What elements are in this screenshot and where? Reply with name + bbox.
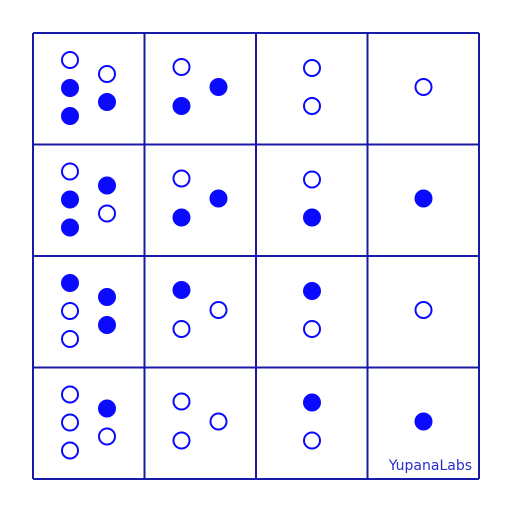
empty-counter-dot <box>172 320 191 338</box>
filled-counter-dot <box>414 412 433 431</box>
filled-counter-dot <box>98 399 116 418</box>
empty-counter-dot <box>303 59 321 77</box>
filled-counter-dot <box>98 93 116 111</box>
empty-counter-dot <box>61 330 79 348</box>
filled-counter-dot <box>303 208 321 227</box>
empty-counter-dot <box>303 97 321 115</box>
empty-counter-dot <box>303 170 321 189</box>
empty-counter-dot <box>98 204 116 223</box>
filled-counter-dot <box>61 190 79 209</box>
empty-counter-dot <box>414 78 433 96</box>
filled-counter-dot <box>98 316 116 334</box>
yupana-cell-r1-c4 <box>414 78 433 96</box>
empty-counter-dot <box>414 301 433 319</box>
yupana-cell-r4-c3 <box>303 393 321 450</box>
yupana-cell-r3-c3 <box>303 282 321 338</box>
filled-counter-dot <box>303 393 321 412</box>
brand-label: YupanaLabs <box>388 458 472 474</box>
yupana-cell-r4-c1 <box>61 385 116 460</box>
empty-counter-dot <box>98 427 116 446</box>
board-grid <box>32 32 480 480</box>
empty-counter-dot <box>172 431 191 450</box>
yupana-cell-r4-c4 <box>414 412 433 431</box>
yupana-cell-r1-c2 <box>172 58 228 115</box>
yupana-cell-r1-c1 <box>61 51 116 125</box>
filled-counter-dot <box>303 282 321 300</box>
empty-counter-dot <box>172 58 191 76</box>
filled-counter-dot <box>98 288 116 306</box>
filled-counter-dot <box>209 189 228 208</box>
empty-counter-dot <box>61 162 79 181</box>
yupana-cell-r2-c4 <box>414 189 433 208</box>
filled-counter-dot <box>98 176 116 195</box>
filled-counter-dot <box>209 78 228 96</box>
filled-counter-dot <box>61 274 79 292</box>
empty-counter-dot <box>172 392 191 411</box>
empty-counter-dot <box>98 65 116 83</box>
empty-counter-dot <box>303 320 321 338</box>
empty-counter-dot <box>61 385 79 404</box>
yupana-cell-r2-c1 <box>61 162 116 237</box>
empty-counter-dot <box>209 301 228 319</box>
empty-counter-dot <box>61 413 79 432</box>
yupana-cell-r3-c4 <box>414 301 433 319</box>
yupana-cell-r3-c1 <box>61 274 116 348</box>
filled-counter-dot <box>172 208 191 227</box>
yupana-cell-r2-c2 <box>172 169 228 227</box>
yupana-cell-r3-c2 <box>172 281 228 338</box>
yupana-cell-r1-c3 <box>303 59 321 115</box>
filled-counter-dot <box>172 281 191 299</box>
empty-counter-dot <box>61 441 79 460</box>
filled-counter-dot <box>414 189 433 208</box>
filled-counter-dot <box>172 97 191 115</box>
yupana-cell-r4-c2 <box>172 392 228 450</box>
filled-counter-dot <box>61 79 79 97</box>
empty-counter-dot <box>61 51 79 69</box>
filled-counter-dot <box>61 107 79 125</box>
empty-counter-dot <box>172 169 191 188</box>
filled-counter-dot <box>61 218 79 237</box>
empty-counter-dot <box>209 412 228 431</box>
empty-counter-dot <box>303 431 321 450</box>
yupana-cell-r2-c3 <box>303 170 321 227</box>
counter-dots <box>61 51 433 460</box>
empty-counter-dot <box>61 302 79 320</box>
